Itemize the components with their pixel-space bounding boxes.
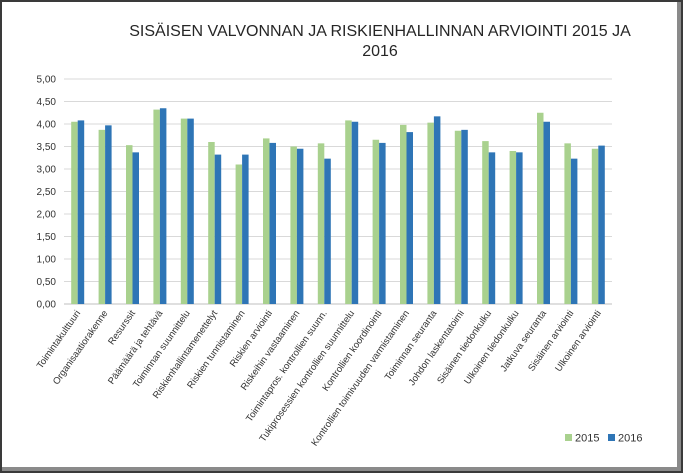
chart-title-line-1: SISÄISEN VALVONNAN JA RISKIENHALLINNAN A… — [129, 22, 631, 40]
y-tick-label: 2,00 — [37, 210, 57, 221]
y-tick-label: 1,50 — [37, 232, 57, 243]
bar-2015 — [564, 143, 571, 304]
bar-2015 — [208, 142, 215, 304]
bar-2015 — [482, 141, 489, 304]
y-tick-label: 5,00 — [37, 75, 57, 86]
bar-2015 — [71, 121, 78, 304]
bar-2015 — [98, 129, 106, 304]
bar-2016 — [159, 108, 167, 304]
gridlines — [64, 78, 612, 305]
bar-2016 — [433, 116, 441, 304]
bar-2016 — [187, 118, 194, 304]
bar-2015 — [400, 124, 407, 305]
bars — [71, 108, 605, 305]
bar-2015 — [537, 112, 544, 304]
bar-2016 — [214, 154, 222, 304]
bar-2015 — [345, 120, 352, 305]
bar-2016 — [132, 152, 139, 304]
bar-2016 — [296, 148, 304, 304]
legend-swatch-2016 — [608, 434, 615, 441]
bar-2016 — [269, 142, 276, 304]
bar-2016 — [461, 129, 468, 304]
bar-2015 — [263, 138, 270, 304]
bar-2015 — [317, 143, 325, 304]
legend-label-2016: 2016 — [618, 433, 642, 445]
legend: 2015 2016 — [565, 433, 642, 445]
bar-2016 — [516, 152, 523, 304]
bar-2015 — [235, 164, 243, 304]
chart-title-line-2: 2016 — [362, 43, 398, 60]
bar-2015 — [427, 122, 434, 305]
bar-2015 — [509, 151, 517, 304]
bar-2015 — [153, 109, 160, 304]
bar-2016 — [242, 154, 249, 304]
bar-2016 — [379, 142, 386, 304]
bar-2015 — [126, 145, 133, 304]
bar-2015 — [290, 146, 297, 304]
y-tick-label: 3,50 — [37, 142, 57, 153]
bar-2016 — [488, 152, 496, 304]
bar-2016 — [105, 125, 112, 304]
bar-2015 — [180, 118, 188, 304]
y-tick-label: 4,00 — [37, 120, 57, 131]
bar-2016 — [598, 145, 605, 304]
bar-2016 — [406, 132, 413, 304]
bar-2016 — [570, 158, 578, 304]
y-tick-label: 2,50 — [37, 187, 57, 198]
x-axis-categories: ToimintakulttuuriOrganisaatiorakenneResu… — [35, 308, 604, 449]
bar-2015 — [454, 130, 462, 304]
bar-2016 — [324, 158, 331, 304]
legend-label-2015: 2015 — [575, 433, 599, 445]
y-tick-label: 3,00 — [37, 165, 57, 176]
legend-swatch-2015 — [565, 434, 572, 441]
bar-2016 — [77, 120, 85, 305]
bar-2016 — [351, 121, 359, 304]
y-axis-ticks: 0,00 0,50 1,00 1,50 2,00 2,50 3,00 3,50 4,00 4,50… — [37, 75, 57, 311]
y-tick-label: 0,50 — [37, 277, 57, 288]
bar-2015 — [372, 139, 380, 304]
y-tick-label: 4,50 — [37, 97, 57, 108]
y-tick-label: 1,00 — [37, 255, 57, 266]
bar-2016 — [543, 121, 550, 304]
bar-2015 — [591, 148, 599, 304]
y-tick-label: 0,00 — [37, 300, 57, 311]
